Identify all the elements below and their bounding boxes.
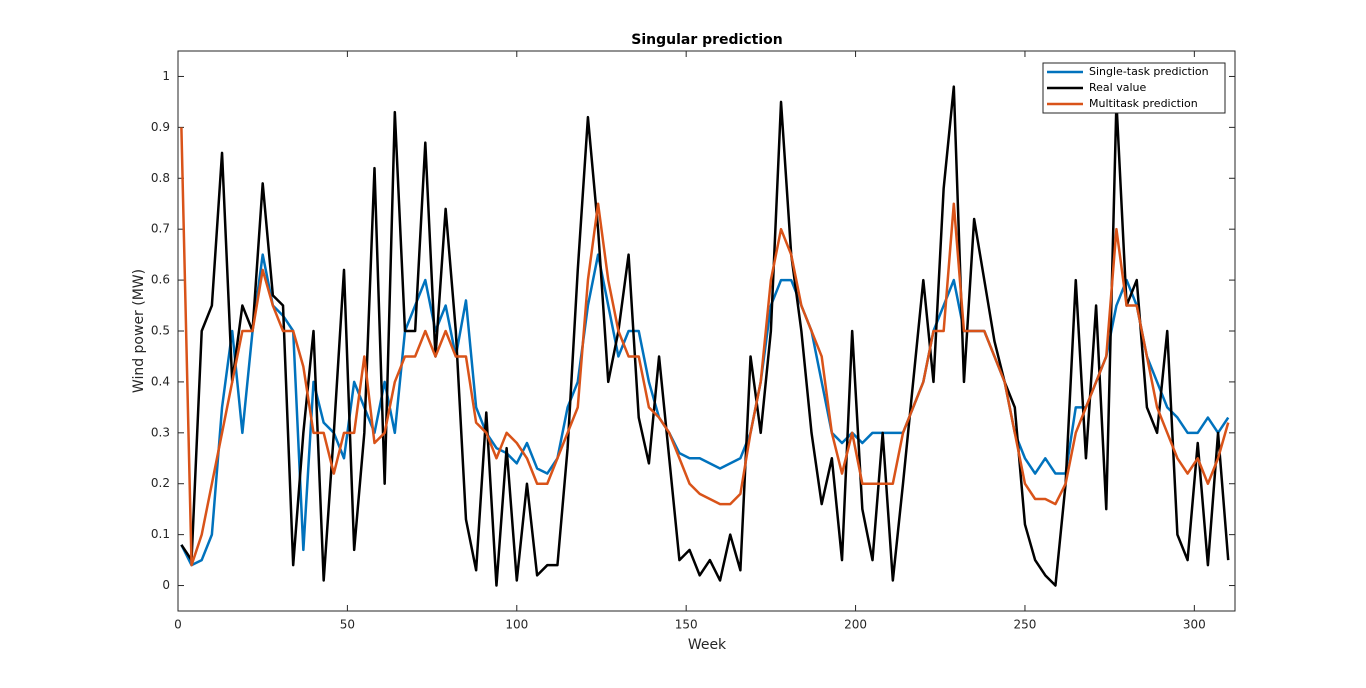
y-tick-label: 0.7 bbox=[151, 222, 170, 236]
x-tick-label: 200 bbox=[844, 618, 867, 632]
y-tick-label: 0.4 bbox=[151, 374, 170, 388]
x-tick-label: 50 bbox=[340, 618, 355, 632]
y-tick-label: 0.5 bbox=[151, 324, 170, 338]
plot-frame bbox=[177, 50, 1236, 612]
y-tick-label: 1 bbox=[162, 69, 170, 83]
x-tick-label: 100 bbox=[505, 618, 528, 632]
series-line bbox=[180, 127, 1230, 567]
y-tick-label: 0.8 bbox=[151, 171, 170, 185]
legend-label: Single-task prediction bbox=[1089, 65, 1209, 78]
y-tick-label: 0.2 bbox=[151, 476, 170, 490]
y-tick-label: 0.3 bbox=[151, 425, 170, 439]
x-tick-label: 300 bbox=[1183, 618, 1206, 632]
x-tick-label: 250 bbox=[1014, 618, 1037, 632]
x-tick-label: 0 bbox=[174, 618, 182, 632]
legend-label: Real value bbox=[1089, 81, 1146, 94]
legend-label: Multitask prediction bbox=[1089, 97, 1198, 110]
y-tick-label: 0.6 bbox=[151, 273, 170, 287]
series-line bbox=[180, 253, 1230, 567]
y-tick-label: 0 bbox=[162, 578, 170, 592]
x-axis-label: Week bbox=[688, 637, 727, 653]
x-tick-label: 150 bbox=[675, 618, 698, 632]
y-tick-label: 0.1 bbox=[151, 527, 170, 541]
y-tick-label: 0.9 bbox=[151, 120, 170, 134]
series-line bbox=[180, 85, 1230, 587]
chart-title: Singular prediction bbox=[631, 32, 782, 48]
y-axis-label: Wind power (MW) bbox=[131, 269, 147, 393]
